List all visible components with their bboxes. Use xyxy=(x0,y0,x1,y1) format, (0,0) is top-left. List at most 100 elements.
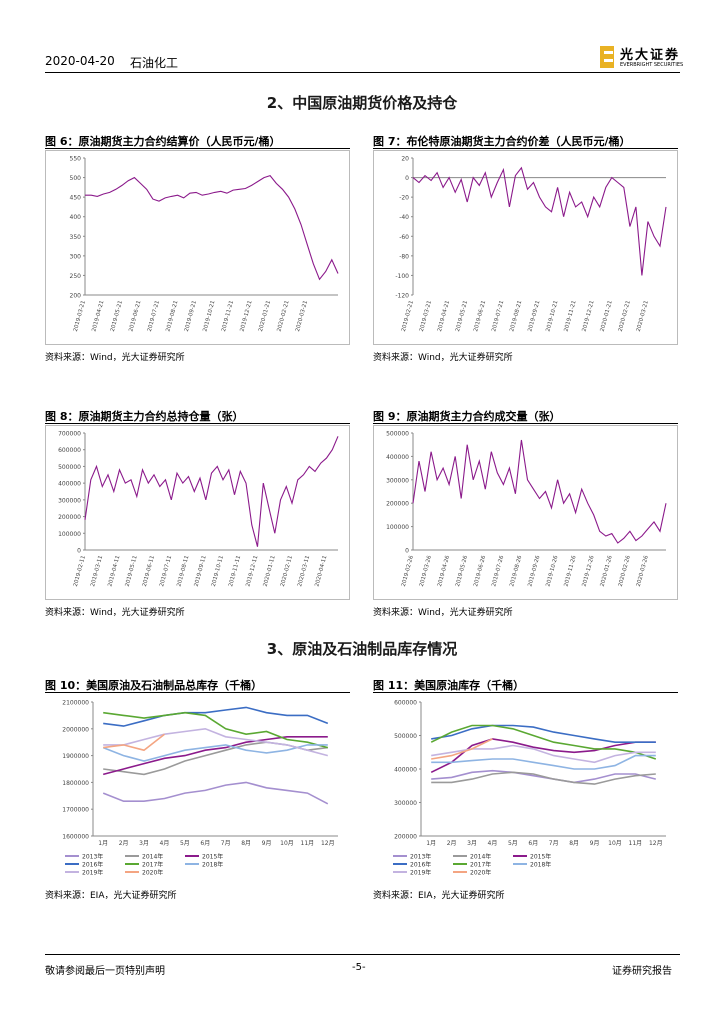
footer-page: -5- xyxy=(352,962,366,973)
series-line xyxy=(431,738,493,760)
x-tick-label: 2019-02-11 xyxy=(73,555,87,587)
legend-label: 2013年 xyxy=(82,853,103,861)
x-tick-label: 6月 xyxy=(528,840,538,847)
x-tick-label: 11月 xyxy=(301,840,315,847)
y-tick-label: 500 xyxy=(70,175,82,182)
x-tick-label: 2019-05-26 xyxy=(455,554,469,587)
figure-source: 资料来源：Wind，光大证券研究所 xyxy=(45,353,185,363)
legend-label: 2014年 xyxy=(470,853,491,861)
legend-label: 2015年 xyxy=(530,853,551,861)
x-tick-label: 4月 xyxy=(160,840,170,847)
x-tick-label: 1月 xyxy=(98,840,108,847)
x-tick-label: 2020-03-21 xyxy=(636,300,650,332)
x-tick-label: 11月 xyxy=(629,840,643,847)
y-tick-label: 550 xyxy=(70,156,82,163)
x-tick-label: 4月 xyxy=(488,840,498,847)
y-tick-label: 300000 xyxy=(386,477,409,484)
y-tick-label: 500000 xyxy=(386,431,409,438)
legend-label: 2020年 xyxy=(142,869,163,877)
figure-title-rule xyxy=(45,148,350,149)
figure-source: 资料来源：EIA，光大证券研究所 xyxy=(45,891,177,901)
legend-label: 2019年 xyxy=(410,869,431,877)
x-tick-label: 2019-08-21 xyxy=(509,300,523,332)
x-tick-label: 2019-04-11 xyxy=(107,555,121,587)
legend-label: 2017年 xyxy=(142,861,163,869)
legend-label: 2016年 xyxy=(410,861,431,869)
x-tick-label: 2019-06-21 xyxy=(128,300,142,332)
x-tick-label: 2019-03-21 xyxy=(419,300,433,332)
x-tick-label: 2020-03-11 xyxy=(297,555,311,587)
x-tick-label: 2019-07-26 xyxy=(491,554,505,587)
chart-frame xyxy=(45,150,350,345)
x-tick-label: 2019-11-21 xyxy=(564,300,578,332)
x-tick-label: 2019-11-21 xyxy=(221,300,235,332)
x-tick-label: 3月 xyxy=(139,840,149,847)
x-tick-label: 2019-02-21 xyxy=(401,300,415,332)
footer-left: 敬请参阅最后一页特别声明 xyxy=(45,966,165,977)
x-tick-label: 2019-12-26 xyxy=(582,554,596,587)
x-tick-label: 2019-08-26 xyxy=(509,554,523,587)
x-tick-label: 8月 xyxy=(569,840,579,847)
y-tick-label: 200000 xyxy=(386,501,409,508)
x-tick-label: 2019-03-21 xyxy=(73,300,87,332)
y-tick-label: 0 xyxy=(405,548,409,555)
section-title: 3、原油及石油制品库存情况 xyxy=(266,640,458,658)
section-title: 2、中国原油期货价格及持仓 xyxy=(266,94,458,112)
y-tick-label: -60 xyxy=(399,234,409,241)
series-line xyxy=(431,754,656,770)
y-tick-label: 1700000 xyxy=(62,807,89,814)
x-tick-label: 2019-10-26 xyxy=(545,554,559,587)
figure-title: 图 6：原油期货主力合约结算价（人民币元/桶） xyxy=(45,135,281,148)
y-tick-label: 250 xyxy=(70,273,82,280)
x-tick-label: 2019-05-11 xyxy=(125,555,139,587)
x-tick-label: 2019-03-26 xyxy=(419,554,433,587)
chart-frame xyxy=(45,425,350,600)
x-tick-label: 2019-12-21 xyxy=(239,300,253,332)
series-line xyxy=(431,769,656,784)
series-line xyxy=(430,724,657,760)
x-tick-label: 2020-04-11 xyxy=(314,555,328,587)
chart: 200000 300000 400000 500000 600000 1月 2月 3月 4月 5月… xyxy=(393,700,666,877)
y-tick-label: 1900000 xyxy=(62,753,89,760)
x-tick-label: 9月 xyxy=(590,840,600,847)
figure-title: 图 9：原油期货主力合约成交量（张） xyxy=(373,410,561,423)
y-tick-label: 500000 xyxy=(58,464,81,471)
x-tick-label: 2019-10-21 xyxy=(545,300,559,332)
legend-label: 2017年 xyxy=(470,861,491,869)
legend-label: 2013年 xyxy=(410,853,431,861)
legend-label: 2015年 xyxy=(202,853,223,861)
logo-icon xyxy=(600,46,614,68)
y-tick-label: -120 xyxy=(395,293,409,300)
x-tick-label: 2019-05-21 xyxy=(110,300,124,332)
figure-title: 图 8：原油期货主力合约总持仓量（张） xyxy=(45,410,244,423)
y-tick-label: 400000 xyxy=(58,481,81,488)
y-tick-label: 1600000 xyxy=(62,834,89,841)
x-tick-label: 2020-02-21 xyxy=(618,300,632,332)
y-tick-label: 400000 xyxy=(394,767,417,774)
x-tick-label: 2019-04-21 xyxy=(91,300,105,332)
series-line xyxy=(102,736,328,776)
logo-en: EVERBRIGHT SECURITIES xyxy=(620,62,684,68)
x-tick-label: 2019-07-21 xyxy=(491,300,505,332)
legend-label: 2016年 xyxy=(82,861,103,869)
logo-text: 光大证券 xyxy=(620,48,681,63)
y-tick-label: 400000 xyxy=(386,454,409,461)
x-tick-label: 2月 xyxy=(447,840,457,847)
chart: 200 250 300 350 400 450 500 550 2019-03-21 2019-0… xyxy=(45,150,350,345)
chart: 0 100000 200000 300000 400000 500000 2019-02-2… xyxy=(373,425,678,600)
x-tick-label: 7月 xyxy=(549,840,559,847)
x-tick-label: 2020-01-26 xyxy=(600,554,614,587)
y-tick-label: 2000000 xyxy=(62,726,89,733)
y-tick-label: 200000 xyxy=(394,834,417,841)
series-line xyxy=(84,436,339,547)
x-tick-label: 2019-11-11 xyxy=(228,555,242,587)
x-tick-label: 2019-06-26 xyxy=(473,554,487,587)
x-tick-label: 2020-03-26 xyxy=(636,554,650,587)
x-tick-label: 2019-08-11 xyxy=(176,555,190,587)
y-tick-label: 20 xyxy=(401,156,409,163)
x-tick-label: 2019-09-21 xyxy=(527,300,541,332)
y-tick-label: 450 xyxy=(70,195,82,202)
x-tick-label: 2019-09-11 xyxy=(194,555,208,587)
legend-label: 2020年 xyxy=(470,869,491,877)
